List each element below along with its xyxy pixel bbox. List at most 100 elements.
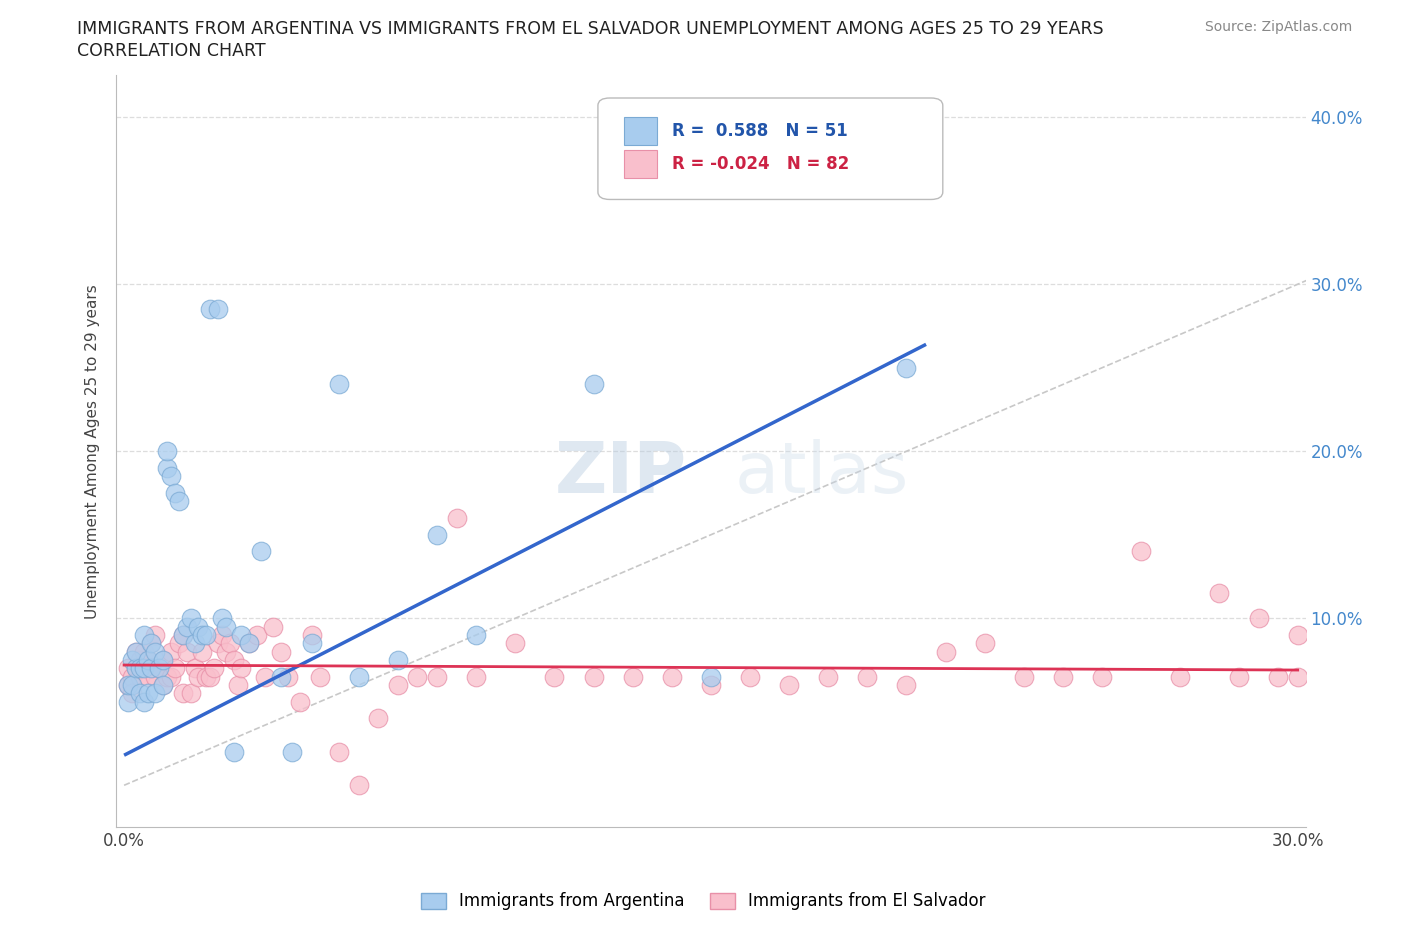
Point	[582, 670, 605, 684]
Point	[207, 302, 229, 317]
Point	[367, 711, 389, 726]
Point	[1168, 670, 1191, 684]
Point	[132, 644, 155, 659]
Point	[328, 744, 350, 759]
Point	[141, 661, 163, 676]
Point	[187, 670, 209, 684]
Text: IMMIGRANTS FROM ARGENTINA VS IMMIGRANTS FROM EL SALVADOR UNEMPLOYMENT AMONG AGES: IMMIGRANTS FROM ARGENTINA VS IMMIGRANTS …	[77, 20, 1104, 38]
Point	[778, 678, 800, 693]
Point	[198, 670, 221, 684]
Point	[145, 644, 167, 659]
Point	[145, 670, 167, 684]
Point	[935, 644, 957, 659]
Point	[121, 670, 143, 684]
Point	[180, 611, 202, 626]
Point	[347, 670, 370, 684]
Point	[172, 686, 194, 701]
Point	[231, 628, 253, 643]
Point	[301, 628, 323, 643]
Point	[136, 686, 159, 701]
Point	[132, 661, 155, 676]
Point	[121, 686, 143, 701]
Point	[136, 653, 159, 668]
Point	[121, 678, 143, 693]
Point	[136, 670, 159, 684]
FancyBboxPatch shape	[598, 98, 943, 199]
Point	[211, 628, 233, 643]
Point	[128, 670, 150, 684]
Y-axis label: Unemployment Among Ages 25 to 29 years: Unemployment Among Ages 25 to 29 years	[86, 284, 100, 618]
Point	[148, 661, 170, 676]
Point	[1091, 670, 1114, 684]
Point	[191, 644, 214, 659]
Point	[172, 628, 194, 643]
Point	[128, 686, 150, 701]
Point	[1247, 611, 1270, 626]
Point	[152, 653, 174, 668]
Point	[1208, 586, 1230, 601]
Point	[281, 744, 304, 759]
Point	[543, 670, 565, 684]
Point	[222, 653, 245, 668]
Point	[246, 628, 269, 643]
Point	[156, 460, 179, 475]
Text: CORRELATION CHART: CORRELATION CHART	[77, 42, 266, 60]
Point	[152, 678, 174, 693]
Point	[270, 670, 292, 684]
Point	[817, 670, 839, 684]
Point	[211, 611, 233, 626]
Point	[176, 619, 198, 634]
Text: atlas: atlas	[735, 439, 910, 509]
Point	[1052, 670, 1074, 684]
Point	[387, 678, 409, 693]
Point	[465, 670, 488, 684]
Point	[172, 628, 194, 643]
Point	[215, 644, 238, 659]
Point	[141, 636, 163, 651]
Point	[163, 661, 186, 676]
Point	[973, 636, 995, 651]
Point	[128, 653, 150, 668]
Point	[125, 661, 148, 676]
Point	[582, 377, 605, 392]
Point	[152, 678, 174, 693]
Point	[238, 636, 260, 651]
Point	[160, 469, 183, 484]
Point	[163, 485, 186, 500]
Point	[426, 527, 449, 542]
Point	[207, 636, 229, 651]
Point	[183, 661, 205, 676]
Point	[191, 628, 214, 643]
Point	[621, 670, 644, 684]
FancyBboxPatch shape	[624, 150, 658, 179]
Point	[856, 670, 879, 684]
Text: R = -0.024   N = 82: R = -0.024 N = 82	[672, 155, 849, 173]
Point	[1012, 670, 1035, 684]
Point	[896, 678, 918, 693]
Point	[896, 360, 918, 375]
Point	[156, 670, 179, 684]
Point	[1130, 544, 1153, 559]
Text: ZIP: ZIP	[555, 439, 688, 509]
Point	[250, 544, 273, 559]
Point	[128, 661, 150, 676]
Point	[167, 494, 190, 509]
Point	[253, 670, 276, 684]
Point	[222, 744, 245, 759]
Point	[121, 653, 143, 668]
Point	[308, 670, 330, 684]
Point	[117, 678, 139, 693]
FancyBboxPatch shape	[624, 117, 658, 145]
Point	[198, 302, 221, 317]
Point	[406, 670, 429, 684]
Point	[426, 670, 449, 684]
Point	[700, 678, 723, 693]
Point	[160, 670, 183, 684]
Point	[446, 511, 468, 525]
Point	[117, 678, 139, 693]
Point	[156, 444, 179, 458]
Point	[136, 653, 159, 668]
Point	[132, 661, 155, 676]
Point	[218, 636, 240, 651]
Text: Source: ZipAtlas.com: Source: ZipAtlas.com	[1205, 20, 1353, 34]
